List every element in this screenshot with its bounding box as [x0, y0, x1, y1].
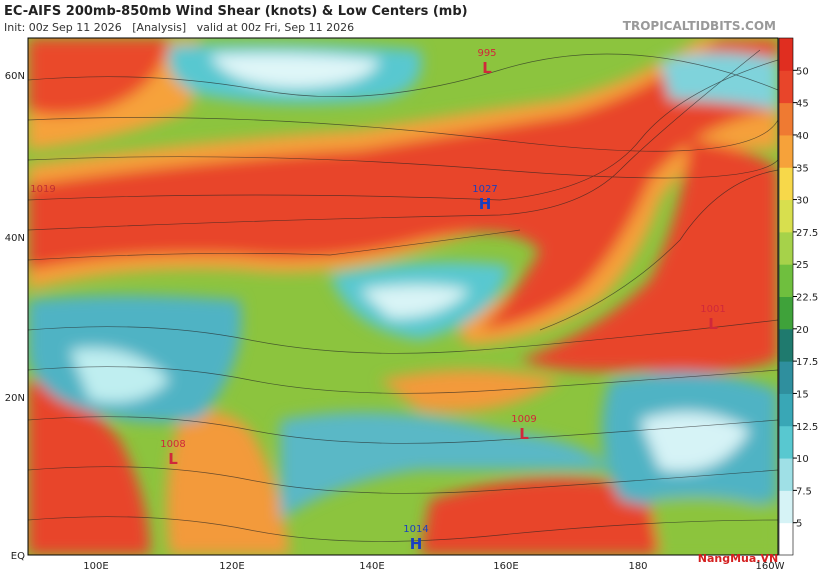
colorbar-tick-label: 50	[796, 66, 809, 77]
subtitle: Init: 00z Sep 11 2026 [Analysis] valid a…	[4, 21, 354, 34]
colorbar-swatch	[779, 490, 793, 524]
colorbar-swatch	[779, 199, 793, 233]
center-letter: L	[708, 315, 718, 333]
center-pressure: 1019	[30, 184, 55, 195]
title: EC-AIFS 200mb-850mb Wind Shear (knots) &…	[4, 4, 468, 19]
colorbar-tick-label: 40	[796, 131, 809, 142]
colorbar-swatch	[779, 167, 793, 201]
colorbar-swatch	[779, 134, 793, 168]
center-letter: H	[479, 195, 492, 213]
colorbar-tick-label: 27.5	[796, 228, 818, 239]
colorbar-swatch	[779, 231, 793, 265]
lon-label: 180	[628, 561, 647, 572]
lon-label: 160W	[756, 561, 785, 572]
lat-label: 20N	[5, 393, 25, 404]
colorbar-tick-label: 10	[796, 454, 809, 465]
map-frame	[27, 37, 779, 556]
colorbar-swatch	[779, 296, 793, 330]
colorbar-swatch	[779, 328, 793, 362]
center-pressure: 1008	[160, 439, 185, 450]
watermark: NangMua.VN	[698, 552, 778, 565]
center-pressure: 1001	[700, 304, 725, 315]
shear-field	[28, 38, 778, 555]
colorbar-swatch	[779, 458, 793, 491]
center-letter: H	[410, 535, 423, 553]
lon-label: 140E	[359, 561, 384, 572]
colorbar-tick-label: 7.5	[796, 486, 812, 497]
center-letter: L	[482, 59, 492, 77]
colorbar-tick-label: 5	[796, 519, 802, 530]
colorbar-tick-label: 22.5	[796, 293, 818, 304]
colorbar-swatch	[779, 522, 793, 556]
colorbar-swatch	[779, 393, 793, 427]
colorbar-tick-label: 20	[796, 325, 809, 336]
center-pressure: 1009	[511, 414, 536, 425]
colorbar-tick-label: 30	[796, 196, 809, 207]
site-credit: TROPICALTIDBITS.COM	[623, 19, 776, 33]
colorbar-tick-label: 15	[796, 389, 809, 400]
colorbar-swatch	[779, 264, 793, 297]
colorbar-swatch	[779, 38, 793, 71]
lat-label: EQ	[11, 551, 25, 562]
colorbar-tick-label: 12.5	[796, 422, 818, 433]
colorbar-swatch	[779, 425, 793, 459]
lat-label: 40N	[5, 233, 25, 244]
center-letter: L	[168, 450, 178, 468]
colorbar-swatch	[779, 361, 793, 394]
colorbar-swatch	[779, 102, 793, 136]
colorbar-swatch	[779, 70, 793, 104]
colorbar-tick-label: 35	[796, 163, 809, 174]
lat-label: 60N	[5, 71, 25, 82]
colorbar-tick-label: 45	[796, 99, 809, 110]
colorbar-tick-label: 17.5	[796, 357, 818, 368]
center-pressure: 995	[477, 48, 496, 59]
center-letter: L	[519, 425, 529, 443]
center-pressure: 1014	[403, 524, 428, 535]
lon-label: 160E	[493, 561, 518, 572]
colorbar: 5 7.5 10 12.5 15 17.5 20 22.5 25 27.5 30 35 40 45 50	[778, 37, 818, 556]
lon-label: 100E	[83, 561, 108, 572]
colorbar-tick-label: 25	[796, 260, 809, 271]
lon-label: 120E	[219, 561, 244, 572]
center-pressure: 1027	[472, 184, 497, 195]
